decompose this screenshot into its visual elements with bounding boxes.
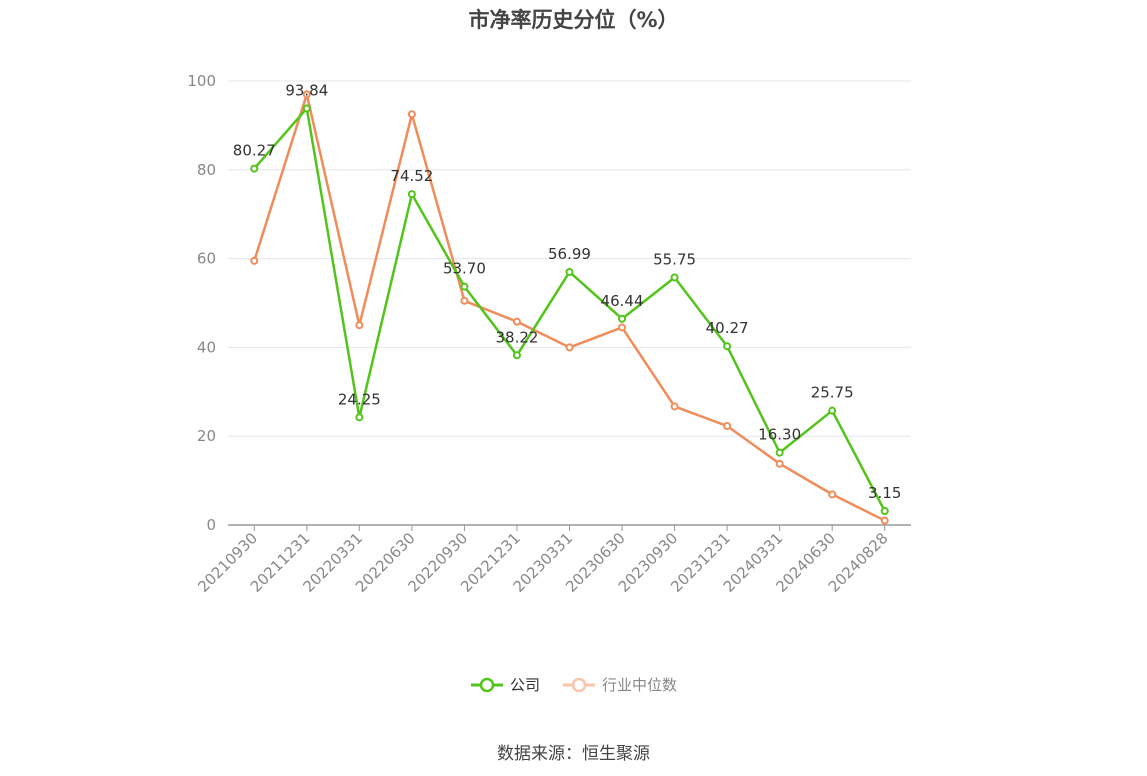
line-chart: 0204060801002021093020211231202203312022…: [187, 72, 911, 596]
y-tick-label: 40: [197, 338, 216, 356]
y-tick-label: 20: [197, 427, 216, 445]
industry-point: [670, 402, 679, 411]
company-point: [302, 104, 311, 113]
industry-point: [618, 323, 627, 332]
company-line: [253, 107, 886, 512]
industry-line: [253, 93, 886, 522]
y-tick-label: 60: [197, 250, 216, 268]
company-point: [723, 342, 732, 351]
y-tick-label: 0: [206, 516, 216, 534]
axes: 0204060801002021093020211231202203312022…: [187, 72, 911, 596]
industry-point: [355, 321, 364, 330]
legend-label-industry: 行业中位数: [602, 676, 678, 694]
chart-title: 市净率历史分位（%）: [468, 8, 679, 32]
company-point: [512, 351, 521, 360]
y-tick-label: 100: [187, 72, 216, 90]
company-data-label: 25.75: [811, 384, 854, 402]
company-data-label: 56.99: [548, 245, 591, 263]
legend-item-company[interactable]: 公司: [470, 674, 540, 695]
company-data-label: 3.15: [868, 484, 901, 502]
company-data-label: 24.25: [338, 390, 381, 408]
company-point: [618, 314, 627, 323]
industry-point: [565, 343, 574, 352]
company-data-label: 80.27: [233, 142, 276, 160]
legend-company-icon: [470, 677, 503, 692]
company-data-label: 40.27: [706, 319, 749, 337]
company-point: [775, 448, 784, 457]
legend-label-company: 公司: [509, 676, 540, 694]
company-point: [460, 282, 469, 291]
industry-point: [250, 256, 259, 265]
industry-point: [880, 516, 889, 525]
industry-point: [828, 490, 837, 499]
industry-point: [407, 110, 416, 119]
company-point: [828, 406, 837, 415]
company-point: [880, 507, 889, 516]
company-data-label: 74.52: [390, 167, 433, 185]
source-note: 数据来源：恒生聚源: [497, 744, 650, 764]
company-point: [407, 190, 416, 199]
company-data-label: 16.30: [758, 426, 801, 444]
y-tick-label: 80: [197, 161, 216, 179]
company-data-label: 55.75: [653, 250, 696, 268]
company-point: [565, 267, 574, 276]
company-data-label: 93.84: [285, 81, 328, 99]
industry-point: [723, 421, 732, 430]
industry-point: [460, 296, 469, 305]
company-data-label: 53.70: [443, 260, 486, 278]
legend-industry-icon: [563, 677, 595, 692]
industry-point: [302, 90, 311, 99]
data-labels: 80.27 93.84 24.25 74.52 53.70 38.22 56.99 46.44…: [233, 81, 902, 502]
company-data-label: 38.22: [495, 328, 538, 346]
legend: 公司 行业中位数: [0, 674, 1147, 695]
company-point: [250, 164, 259, 173]
company-data-label: 46.44: [601, 292, 644, 310]
company-point: [355, 413, 364, 422]
industry-point: [512, 317, 521, 326]
legend-item-industry[interactable]: 行业中位数: [562, 674, 677, 695]
series-lines: [250, 90, 889, 525]
industry-point: [775, 459, 784, 468]
company-point: [670, 273, 679, 282]
